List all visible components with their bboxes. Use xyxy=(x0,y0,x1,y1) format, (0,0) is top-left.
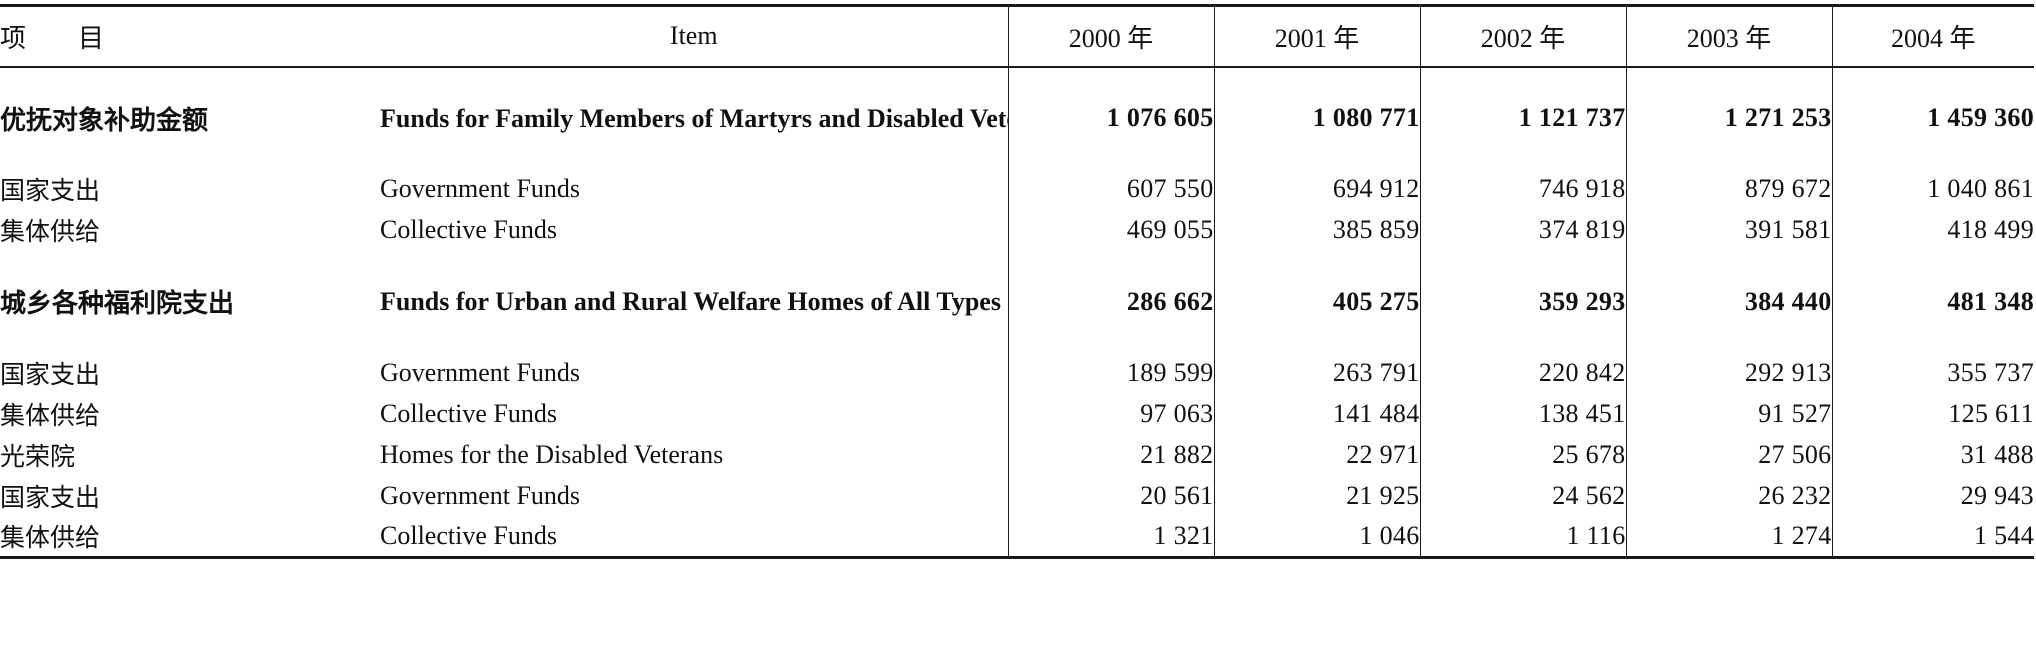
table-row: 光荣院 Homes for the Disabled Veterans 21 8… xyxy=(0,434,2034,476)
cell-2001: 1 046 xyxy=(1213,516,1420,558)
cell-2002: 1 121 737 xyxy=(1419,66,1626,169)
statistics-table: 项目 Item 2000 年 2001 年 2002 年 2003 年 2004… xyxy=(0,4,2034,559)
year-header-2000: 2000 年 xyxy=(1007,5,1214,68)
year-header-2002: 2002 年 xyxy=(1419,5,1626,68)
table-row: 集体供给 Collective Funds 1 321 1 046 1 116 … xyxy=(0,516,2034,558)
row-label-zh: 优抚对象补助金额 xyxy=(0,105,209,136)
cell-2002: 138 451 xyxy=(1419,393,1626,435)
cell-2004: 481 348 xyxy=(1831,250,2034,353)
cell-2001: 694 912 xyxy=(1213,168,1420,210)
row-label-en: Funds for Family Members of Martyrs and … xyxy=(380,103,1008,133)
row-label-en: Collective Funds xyxy=(380,399,557,428)
table-row: 国家支出 Government Funds 607 550 694 912 74… xyxy=(0,168,2034,210)
row-label-zh: 国家支出 xyxy=(0,176,101,205)
cell-2002: 25 678 xyxy=(1419,434,1626,476)
table-row: 集体供给 Collective Funds 97 063 141 484 138… xyxy=(0,393,2034,435)
cell-2004: 1 040 861 xyxy=(1831,168,2034,210)
year-header-2003: 2003 年 xyxy=(1625,5,1832,68)
cell-2003: 26 232 xyxy=(1625,475,1832,517)
cell-2002: 24 562 xyxy=(1419,475,1626,517)
cell-2001: 385 859 xyxy=(1213,209,1420,251)
cell-2003: 91 527 xyxy=(1625,393,1832,435)
cell-2000: 286 662 xyxy=(1007,250,1214,353)
cell-2002: 1 116 xyxy=(1419,516,1626,558)
row-label-zh: 城乡各种福利院支出 xyxy=(0,289,235,319)
table-row: 集体供给 Collective Funds 469 055 385 859 37… xyxy=(0,209,2034,251)
row-label-zh: 集体供给 xyxy=(0,217,101,246)
year-header-2004: 2004 年 xyxy=(1831,5,2034,68)
row-label-zh: 国家支出 xyxy=(0,360,101,389)
cell-2000: 189 599 xyxy=(1007,352,1214,394)
table-row-welfare-homes: 城乡各种福利院支出 Funds for Urban and Rural Welf… xyxy=(0,250,2034,353)
cell-2004: 1 459 360 xyxy=(1831,66,2034,169)
row-label-en: Funds for Urban and Rural Welfare Homes … xyxy=(380,287,1001,316)
cell-2003: 879 672 xyxy=(1625,168,1832,210)
cell-2003: 1 274 xyxy=(1625,516,1832,558)
row-label-zh: 集体供给 xyxy=(0,401,101,430)
row-label-en: Government Funds xyxy=(380,174,581,203)
row-label-zh: 光荣院 xyxy=(0,442,76,471)
row-label-en: Homes for the Disabled Veterans xyxy=(380,440,724,469)
row-label-zh: 国家支出 xyxy=(0,483,101,512)
item-en-header: Item xyxy=(380,5,1008,68)
table-row-martyr-funds: 优抚对象补助金额 Funds for Family Members of Mar… xyxy=(0,66,2034,169)
cell-2002: 746 918 xyxy=(1419,168,1626,210)
cell-2003: 27 506 xyxy=(1625,434,1832,476)
cell-2003: 292 913 xyxy=(1625,352,1832,394)
cell-2001: 21 925 xyxy=(1213,475,1420,517)
cell-2001: 141 484 xyxy=(1213,393,1420,435)
cell-2000: 1 076 605 xyxy=(1007,66,1214,169)
cell-2000: 20 561 xyxy=(1007,475,1214,517)
cell-2004: 1 544 xyxy=(1831,516,2034,558)
cell-2001: 1 080 771 xyxy=(1213,66,1420,169)
header-row: 项目 Item 2000 年 2001 年 2002 年 2003 年 2004… xyxy=(0,5,2034,68)
cell-2000: 97 063 xyxy=(1007,393,1214,435)
cell-2003: 384 440 xyxy=(1625,250,1832,353)
cell-2004: 418 499 xyxy=(1831,209,2034,251)
cell-2004: 125 611 xyxy=(1831,393,2034,435)
table-row: 国家支出 Government Funds 189 599 263 791 22… xyxy=(0,352,2034,394)
cell-2000: 1 321 xyxy=(1007,516,1214,558)
cell-2004: 355 737 xyxy=(1831,352,2034,394)
row-label-en: Government Funds xyxy=(380,358,581,387)
item-zh-header: 项目 xyxy=(0,5,380,68)
cell-2000: 21 882 xyxy=(1007,434,1214,476)
cell-2003: 391 581 xyxy=(1625,209,1832,251)
cell-2002: 359 293 xyxy=(1419,250,1626,353)
cell-2000: 469 055 xyxy=(1007,209,1214,251)
cell-2001: 405 275 xyxy=(1213,250,1420,353)
row-label-zh: 集体供给 xyxy=(0,523,101,553)
year-header-2001: 2001 年 xyxy=(1213,5,1420,68)
row-label-en: Collective Funds xyxy=(380,215,557,244)
cell-2004: 29 943 xyxy=(1831,475,2034,517)
table-row: 国家支出 Government Funds 20 561 21 925 24 5… xyxy=(0,475,2034,517)
cell-2001: 263 791 xyxy=(1213,352,1420,394)
cell-2003: 1 271 253 xyxy=(1625,66,1832,169)
cell-2002: 374 819 xyxy=(1419,209,1626,251)
row-label-en: Collective Funds xyxy=(380,521,557,551)
row-label-en: Government Funds xyxy=(380,481,581,510)
cell-2000: 607 550 xyxy=(1007,168,1214,210)
cell-2001: 22 971 xyxy=(1213,434,1420,476)
cell-2004: 31 488 xyxy=(1831,434,2034,476)
cell-2002: 220 842 xyxy=(1419,352,1626,394)
